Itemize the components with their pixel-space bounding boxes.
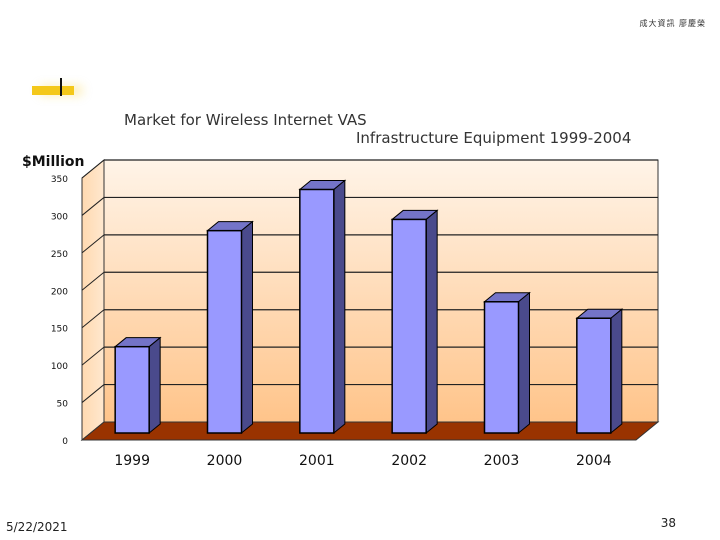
chart-title: Market for Wireless Internet VAS <box>124 111 367 129</box>
chart-side-wall <box>81 158 105 442</box>
bar-side <box>241 220 253 435</box>
bar-front <box>483 301 520 434</box>
bar-2004 <box>575 308 624 435</box>
y-axis-label: $Million <box>22 154 84 170</box>
bar-side <box>148 336 161 435</box>
gridline-side <box>81 384 105 403</box>
bar-2002 <box>390 209 439 435</box>
gridlines <box>81 159 658 403</box>
bar-front <box>391 218 427 434</box>
chart-floor <box>80 421 660 441</box>
y-tick-label: 250 <box>51 250 68 260</box>
x-tick-label: 2000 <box>207 453 243 469</box>
y-tick-label: 100 <box>51 362 68 372</box>
accent-tick <box>60 78 62 96</box>
y-tick-label: 350 <box>51 175 68 185</box>
bars <box>113 179 624 435</box>
bar-2003 <box>483 291 531 435</box>
bar-2001 <box>298 179 347 435</box>
y-tick-label: 50 <box>57 400 69 410</box>
bar-side <box>518 291 530 435</box>
x-tick-label: 2002 <box>391 453 427 469</box>
y-tick-label: 300 <box>51 212 68 222</box>
accent-bar <box>32 86 74 95</box>
header-credit: 成大資訊 廖慶榮 <box>639 19 706 28</box>
x-tick-labels: 1999 2000 2001 2002 2003 2004 <box>114 453 611 469</box>
chart-subtitle: Infrastructure Equipment 1999-2004 <box>356 129 631 147</box>
gridline-side <box>81 234 105 254</box>
bar-front <box>114 345 150 434</box>
x-tick-label: 1999 <box>114 453 150 469</box>
gridline-side <box>81 197 105 216</box>
bar-front <box>206 229 243 434</box>
y-tick-label: 0 <box>62 437 68 447</box>
bar-2000 <box>206 220 254 435</box>
bar-front <box>299 188 335 434</box>
gridline-side <box>81 309 105 329</box>
y-tick-label: 200 <box>51 287 68 297</box>
chart-back-wall <box>103 159 659 423</box>
bar-side <box>425 209 438 435</box>
gridline-side <box>81 271 105 291</box>
footer-date: 5/22/2021 <box>6 520 68 534</box>
y-tick-label: 150 <box>51 325 68 335</box>
bar-side <box>333 179 346 435</box>
bar-front <box>576 317 612 434</box>
gridline-side <box>81 159 105 179</box>
y-tick-labels: 0 50 100 150 200 250 300 350 <box>51 175 68 447</box>
slide-number: 38 <box>660 516 676 530</box>
bar-side <box>610 308 623 435</box>
gridline-side <box>81 346 105 366</box>
x-tick-label: 2001 <box>299 453 335 469</box>
x-tick-label: 2003 <box>484 453 520 469</box>
x-tick-label: 2004 <box>576 453 612 469</box>
bar-1999 <box>113 336 162 435</box>
